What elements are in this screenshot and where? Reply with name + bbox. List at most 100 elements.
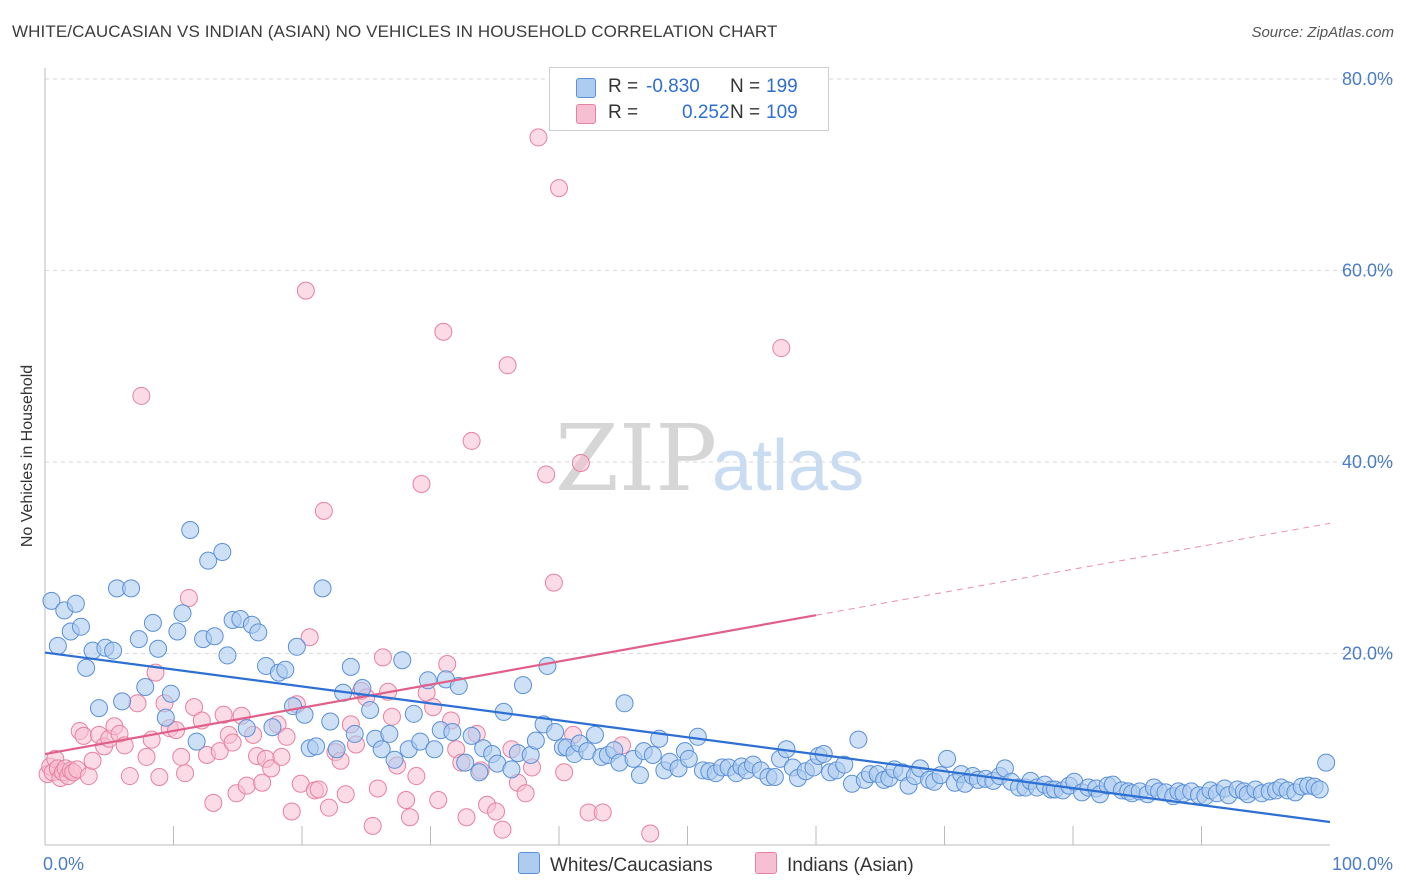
point-whites bbox=[168, 622, 187, 641]
point-whites bbox=[341, 657, 360, 676]
legend-n-label: N = bbox=[730, 76, 761, 97]
point-indians bbox=[516, 784, 535, 803]
point-whites bbox=[276, 660, 295, 679]
legend-r-label: R = bbox=[608, 102, 639, 123]
legend-r-value: 0.252 bbox=[682, 102, 730, 123]
point-whites bbox=[213, 543, 232, 562]
legend-n-label: N = bbox=[730, 102, 761, 123]
point-whites bbox=[143, 613, 162, 632]
point-indians bbox=[185, 698, 204, 717]
point-whites bbox=[307, 737, 326, 756]
point-whites bbox=[122, 579, 141, 598]
point-indians bbox=[571, 453, 590, 472]
point-whites bbox=[345, 724, 364, 743]
point-indians bbox=[544, 573, 563, 592]
point-whites bbox=[42, 591, 61, 610]
point-indians bbox=[172, 747, 191, 766]
point-indians bbox=[368, 779, 387, 798]
trendline-indians-extension bbox=[815, 522, 1331, 616]
point-indians bbox=[550, 179, 568, 198]
series-indians-points bbox=[38, 128, 791, 843]
point-indians bbox=[179, 588, 198, 607]
point-indians bbox=[83, 751, 102, 770]
trend-lines bbox=[44, 522, 1331, 824]
point-indians bbox=[397, 790, 416, 809]
point-indians bbox=[300, 628, 319, 647]
point-indians bbox=[309, 780, 328, 799]
legend-r-label: R = bbox=[608, 76, 639, 97]
point-whites bbox=[615, 694, 634, 713]
point-whites bbox=[538, 656, 557, 675]
point-whites bbox=[237, 719, 256, 738]
point-whites bbox=[502, 760, 521, 779]
point-indians bbox=[462, 431, 481, 450]
legend-swatch-pink bbox=[576, 104, 596, 124]
point-whites bbox=[249, 623, 268, 642]
point-indians bbox=[262, 759, 281, 778]
legend-n-value: 199 bbox=[766, 76, 798, 97]
point-indians bbox=[237, 776, 256, 795]
point-whites bbox=[765, 768, 784, 787]
point-whites bbox=[526, 731, 545, 750]
point-indians bbox=[128, 694, 147, 713]
point-whites bbox=[546, 723, 565, 742]
series-whites-points bbox=[42, 520, 1336, 806]
point-whites bbox=[129, 630, 148, 649]
point-whites bbox=[462, 726, 481, 745]
point-indians bbox=[429, 790, 448, 809]
point-whites bbox=[425, 740, 444, 759]
point-indians bbox=[487, 802, 506, 821]
point-whites bbox=[411, 732, 430, 751]
point-whites bbox=[89, 699, 108, 718]
point-indians bbox=[150, 768, 169, 787]
point-indians bbox=[493, 820, 512, 839]
point-indians bbox=[296, 281, 315, 300]
y-tick-label: 40.0% bbox=[1342, 452, 1393, 472]
point-indians bbox=[434, 322, 453, 341]
point-whites bbox=[385, 750, 404, 769]
point-indians bbox=[498, 356, 517, 375]
point-whites bbox=[643, 745, 662, 764]
point-indians bbox=[132, 386, 151, 405]
x-tick-label-0: 0.0% bbox=[43, 854, 84, 874]
point-indians bbox=[424, 698, 443, 717]
point-indians bbox=[176, 764, 195, 783]
point-whites bbox=[181, 520, 200, 539]
point-whites bbox=[199, 551, 218, 570]
point-whites bbox=[404, 704, 423, 723]
point-indians bbox=[214, 705, 233, 724]
point-whites bbox=[287, 637, 306, 656]
point-whites bbox=[263, 718, 282, 737]
point-indians bbox=[79, 767, 98, 786]
point-whites bbox=[187, 732, 206, 751]
point-indians bbox=[400, 808, 419, 827]
point-whites bbox=[161, 684, 180, 703]
bottom-legend-label-whites: Whites/Caucasians bbox=[550, 855, 713, 876]
point-whites bbox=[470, 763, 489, 782]
point-whites bbox=[104, 641, 123, 660]
point-whites bbox=[361, 700, 380, 719]
point-whites bbox=[218, 646, 237, 665]
point-whites bbox=[679, 749, 698, 768]
point-whites bbox=[136, 678, 155, 697]
point-indians bbox=[772, 339, 791, 358]
point-indians bbox=[223, 733, 242, 752]
gridlines bbox=[45, 78, 1393, 654]
axes bbox=[44, 68, 1330, 846]
point-whites bbox=[630, 766, 649, 785]
point-indians bbox=[363, 816, 382, 835]
bottom-legend-label-indians: Indians (Asian) bbox=[787, 855, 914, 876]
point-whites bbox=[443, 723, 462, 742]
point-whites bbox=[149, 639, 168, 658]
point-whites bbox=[1310, 780, 1329, 799]
y-tick-label: 60.0% bbox=[1342, 261, 1393, 281]
point-indians bbox=[457, 808, 476, 827]
point-indians bbox=[74, 726, 93, 745]
point-whites bbox=[849, 730, 868, 749]
point-whites bbox=[456, 753, 475, 772]
point-indians bbox=[373, 648, 392, 667]
point-whites bbox=[156, 708, 175, 727]
point-whites bbox=[77, 658, 96, 677]
point-indians bbox=[336, 785, 355, 804]
point-whites bbox=[71, 617, 90, 636]
